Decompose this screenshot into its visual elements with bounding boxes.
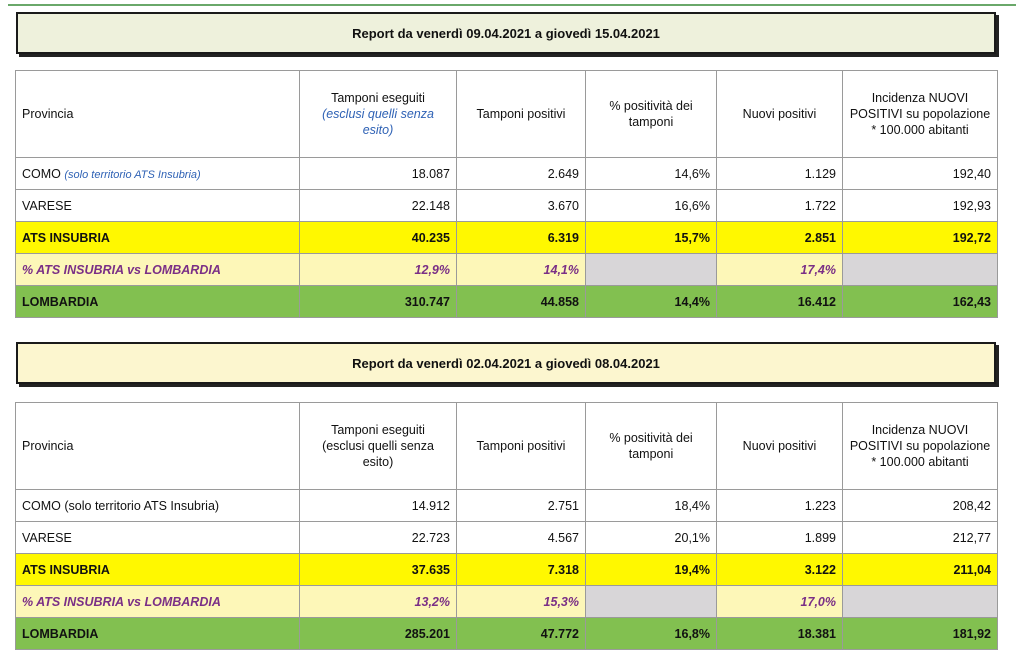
cell-incidenza: 192,72 (842, 221, 998, 254)
cell-tamponi-positivi: 6.319 (456, 221, 586, 254)
header-tamponi-eseguiti-note: (esclusi quelli senza esito) (322, 439, 434, 469)
row-label-lombardia: LOMBARDIA (15, 285, 300, 318)
cell-tamponi-positivi: 3.670 (456, 189, 586, 222)
report-table-2: Provincia Tamponi eseguiti (esclusi quel… (15, 402, 998, 650)
header-tamponi-eseguiti: Tamponi eseguiti (esclusi quelli senza e… (299, 402, 457, 490)
report-table-1: Provincia Tamponi eseguiti (esclusi quel… (15, 70, 998, 318)
row-label-ats-insubria: ATS INSUBRIA (15, 553, 300, 586)
table-row-ats-insubria: ATS INSUBRIA 37.635 7.318 19,4% 3.122 21… (15, 553, 998, 586)
cell-incidenza: 162,43 (842, 285, 998, 318)
cell-nuovi-positivi: 3.122 (716, 553, 843, 586)
cell-tamponi-positivi: 47.772 (456, 617, 586, 650)
cell-incidenza: 181,92 (842, 617, 998, 650)
header-provincia: Provincia (15, 70, 300, 158)
header-tamponi-positivi: Tamponi positivi (456, 402, 586, 490)
header-tamponi-eseguiti: Tamponi eseguiti (esclusi quelli senza e… (299, 70, 457, 158)
cell-tamponi-eseguiti: 22.723 (299, 521, 457, 554)
header-nuovi-positivi: Nuovi positivi (716, 70, 843, 158)
cell-nuovi-positivi: 17,4% (716, 253, 843, 286)
cell-positivita: 20,1% (585, 521, 717, 554)
cell-incidenza: 192,93 (842, 189, 998, 222)
header-provincia: Provincia (15, 402, 300, 490)
cell-positivita: 16,8% (585, 617, 717, 650)
table-row-como: COMO (solo territorio ATS Insubria) 14.9… (15, 489, 998, 522)
cell-incidenza: 208,42 (842, 489, 998, 522)
row-label-lombardia: LOMBARDIA (15, 617, 300, 650)
table-row-lombardia: LOMBARDIA 285.201 47.772 16,8% 18.381 18… (15, 617, 998, 650)
header-positivita: % positività dei tamponi (585, 402, 717, 490)
header-tamponi-eseguiti-note: (esclusi quelli senza esito) (322, 107, 434, 137)
cell-tamponi-positivi: 14,1% (456, 253, 586, 286)
cell-positivita: 16,6% (585, 189, 717, 222)
header-tamponi-positivi: Tamponi positivi (456, 70, 586, 158)
header-incidenza: Incidenza NUOVI POSITIVI su popolazione … (842, 402, 998, 490)
cell-nuovi-positivi: 1.223 (716, 489, 843, 522)
cell-positivita: 15,7% (585, 221, 717, 254)
cell-positivita: 14,6% (585, 157, 717, 190)
top-divider (8, 4, 1016, 6)
report-title-1: Report da venerdì 09.04.2021 a giovedì 1… (16, 12, 996, 54)
report-title-2: Report da venerdì 02.04.2021 a giovedì 0… (16, 342, 996, 384)
row-label-varese: VARESE (15, 521, 300, 554)
row-label-como: COMO (solo territorio ATS Insubria) (15, 489, 300, 522)
cell-tamponi-eseguiti: 40.235 (299, 221, 457, 254)
cell-tamponi-eseguiti: 14.912 (299, 489, 457, 522)
cell-empty-gray (585, 253, 717, 286)
row-label-como: COMO (solo territorio ATS Insubria) (15, 157, 300, 190)
cell-tamponi-positivi: 15,3% (456, 585, 586, 618)
cell-nuovi-positivi: 1.899 (716, 521, 843, 554)
cell-positivita: 14,4% (585, 285, 717, 318)
cell-nuovi-positivi: 1.722 (716, 189, 843, 222)
cell-tamponi-positivi: 4.567 (456, 521, 586, 554)
como-name: COMO (22, 166, 61, 181)
cell-tamponi-positivi: 2.751 (456, 489, 586, 522)
cell-nuovi-positivi: 1.129 (716, 157, 843, 190)
cell-empty-gray (842, 253, 998, 286)
header-tamponi-eseguiti-label: Tamponi eseguiti (331, 91, 425, 105)
cell-tamponi-positivi: 7.318 (456, 553, 586, 586)
cell-tamponi-eseguiti: 13,2% (299, 585, 457, 618)
cell-empty-gray (842, 585, 998, 618)
cell-tamponi-eseguiti: 37.635 (299, 553, 457, 586)
cell-tamponi-eseguiti: 22.148 (299, 189, 457, 222)
como-name: COMO (22, 498, 61, 513)
table-row-varese: VARESE 22.723 4.567 20,1% 1.899 212,77 (15, 521, 998, 554)
header-nuovi-positivi: Nuovi positivi (716, 402, 843, 490)
cell-nuovi-positivi: 17,0% (716, 585, 843, 618)
row-label-pct: % ATS INSUBRIA vs LOMBARDIA (15, 585, 300, 618)
cell-nuovi-positivi: 2.851 (716, 221, 843, 254)
row-label-ats-insubria: ATS INSUBRIA (15, 221, 300, 254)
table-row-lombardia: LOMBARDIA 310.747 44.858 14,4% 16.412 16… (15, 285, 998, 318)
cell-tamponi-eseguiti: 12,9% (299, 253, 457, 286)
table-row-pct-ats-vs-lombardia: % ATS INSUBRIA vs LOMBARDIA 12,9% 14,1% … (15, 253, 998, 286)
cell-positivita: 18,4% (585, 489, 717, 522)
header-row: Provincia Tamponi eseguiti (esclusi quel… (15, 70, 998, 158)
cell-incidenza: 211,04 (842, 553, 998, 586)
header-row: Provincia Tamponi eseguiti (esclusi quel… (15, 402, 998, 490)
header-incidenza: Incidenza NUOVI POSITIVI su popolazione … (842, 70, 998, 158)
header-positivita: % positività dei tamponi (585, 70, 717, 158)
como-note: (solo territorio ATS Insubria) (64, 168, 201, 181)
cell-incidenza: 192,40 (842, 157, 998, 190)
cell-positivita: 19,4% (585, 553, 717, 586)
cell-nuovi-positivi: 18.381 (716, 617, 843, 650)
cell-tamponi-eseguiti: 285.201 (299, 617, 457, 650)
table-row-pct-ats-vs-lombardia: % ATS INSUBRIA vs LOMBARDIA 13,2% 15,3% … (15, 585, 998, 618)
cell-tamponi-eseguiti: 18.087 (299, 157, 457, 190)
table-row-ats-insubria: ATS INSUBRIA 40.235 6.319 15,7% 2.851 19… (15, 221, 998, 254)
cell-tamponi-positivi: 44.858 (456, 285, 586, 318)
cell-tamponi-eseguiti: 310.747 (299, 285, 457, 318)
como-note: (solo territorio ATS Insubria) (64, 498, 220, 513)
cell-empty-gray (585, 585, 717, 618)
row-label-varese: VARESE (15, 189, 300, 222)
cell-tamponi-positivi: 2.649 (456, 157, 586, 190)
table-row-varese: VARESE 22.148 3.670 16,6% 1.722 192,93 (15, 189, 998, 222)
table-row-como: COMO (solo territorio ATS Insubria) 18.0… (15, 157, 998, 190)
cell-nuovi-positivi: 16.412 (716, 285, 843, 318)
row-label-pct: % ATS INSUBRIA vs LOMBARDIA (15, 253, 300, 286)
header-tamponi-eseguiti-label: Tamponi eseguiti (331, 423, 425, 437)
cell-incidenza: 212,77 (842, 521, 998, 554)
